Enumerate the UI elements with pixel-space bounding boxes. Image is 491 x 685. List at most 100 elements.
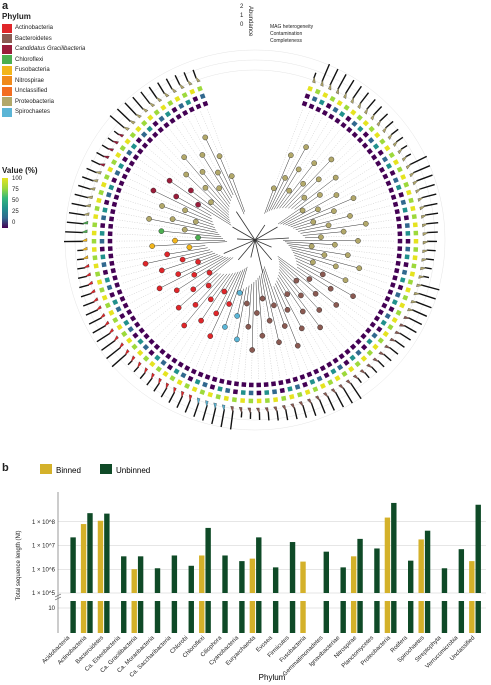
tree-branch: [254, 239, 272, 248]
legend-unbinned-swatch: [100, 464, 112, 474]
abundance-marker: [107, 148, 115, 152]
abundance-marker: [410, 300, 418, 304]
ring-cell: [289, 394, 295, 400]
abundance-bar: [96, 332, 111, 343]
ring-cell: [349, 343, 357, 350]
bar-unbinned: [408, 560, 414, 593]
ring-cell: [395, 260, 401, 266]
ring-cell: [157, 126, 164, 133]
leaf-branch: [263, 268, 275, 306]
bar-unbinned-base: [256, 601, 262, 633]
leaf-branch: [260, 273, 270, 321]
ring-cell: [349, 354, 356, 362]
ring-cell: [241, 382, 247, 387]
abundance-marker: [394, 330, 402, 335]
ring-cell: [99, 246, 105, 252]
ring-cell: [225, 387, 231, 394]
ring-cell: [111, 201, 118, 208]
abundance-bar: [101, 339, 116, 351]
ring-cell: [93, 263, 99, 269]
leaf-node: [202, 134, 209, 141]
abundance-marker: [197, 397, 201, 405]
ring-cell: [158, 115, 165, 122]
ring-cell: [361, 142, 369, 149]
leaf-branch: [300, 223, 366, 234]
abundance-marker: [345, 379, 352, 385]
abundance-marker: [113, 335, 119, 342]
leaf-branch: [153, 190, 212, 220]
leaf-guide: [139, 160, 170, 181]
ring-cell: [103, 174, 110, 180]
abundance-marker: [290, 403, 295, 410]
ring-cell: [226, 380, 232, 386]
ring-cell: [381, 156, 389, 163]
ring-cell: [369, 321, 376, 328]
tree-branch: [254, 239, 264, 274]
ring-cell: [137, 338, 144, 345]
leaf-branch: [282, 239, 358, 242]
ring-cell: [345, 115, 352, 122]
ring-cell: [263, 382, 269, 387]
ring-cell: [119, 313, 126, 320]
ring-cell: [211, 376, 218, 383]
leaf-node: [363, 220, 369, 227]
leaf-branch: [286, 243, 312, 247]
ring-label: MAG heterogeneity: [270, 24, 314, 30]
abundance-marker: [370, 113, 375, 121]
ring-cell: [199, 389, 206, 396]
leaf-node: [199, 169, 206, 175]
bar-unbinned-base: [137, 601, 144, 633]
ring-cell: [385, 163, 393, 170]
ring-cell: [169, 117, 176, 124]
bar-unbinned: [70, 537, 76, 593]
abundance-bar: [88, 317, 102, 325]
abundance-marker: [415, 188, 422, 194]
legend-binned-label: Binned: [56, 466, 81, 475]
bar-binned: [80, 524, 87, 593]
ring-cell: [397, 246, 403, 251]
leaf-branch: [292, 252, 336, 267]
leaf-node: [259, 295, 266, 302]
ring-cell: [399, 277, 406, 283]
ring-cell: [91, 230, 97, 236]
leaf-node: [327, 285, 334, 292]
abundance-bar: [78, 184, 91, 190]
leaf-node: [317, 192, 323, 198]
leaf-branch: [183, 157, 230, 210]
ring-cell: [405, 246, 411, 252]
leaf-node: [192, 302, 199, 308]
leaf-node: [301, 194, 308, 201]
abundance-bar: [344, 79, 355, 95]
ring-cell: [394, 267, 400, 274]
leaf-branch: [178, 255, 221, 275]
ring-cell: [119, 145, 126, 152]
ring-cell: [126, 149, 133, 156]
bar-unbinned-base: [70, 601, 76, 633]
leaf-node: [298, 292, 304, 299]
ring-cell: [100, 254, 106, 260]
ring-cell: [308, 103, 315, 110]
leaf-branch: [294, 254, 313, 263]
bar-unbinned-base: [205, 601, 211, 633]
bar-binned: [469, 561, 475, 593]
leaf-guide: [302, 166, 375, 211]
ring-cell: [385, 180, 392, 187]
ring-cell: [160, 359, 167, 366]
ring-cell: [207, 391, 214, 398]
bar-unbinned: [205, 527, 211, 593]
leaf-node: [245, 323, 252, 330]
ring-cell: [231, 397, 237, 403]
ring-cell: [411, 214, 417, 220]
abundance-bar: [403, 324, 417, 334]
leaf-guide: [115, 233, 199, 238]
ring-cell: [146, 136, 154, 144]
ring-cell: [199, 93, 206, 100]
ring-cell: [223, 395, 229, 402]
leaf-guide: [148, 148, 212, 203]
ring-cell: [166, 364, 174, 371]
leaf-node: [195, 201, 201, 208]
leaf-node: [216, 153, 223, 159]
leaf-branch: [282, 194, 337, 225]
abundance-marker: [89, 288, 96, 295]
leaf-guide: [119, 205, 173, 220]
